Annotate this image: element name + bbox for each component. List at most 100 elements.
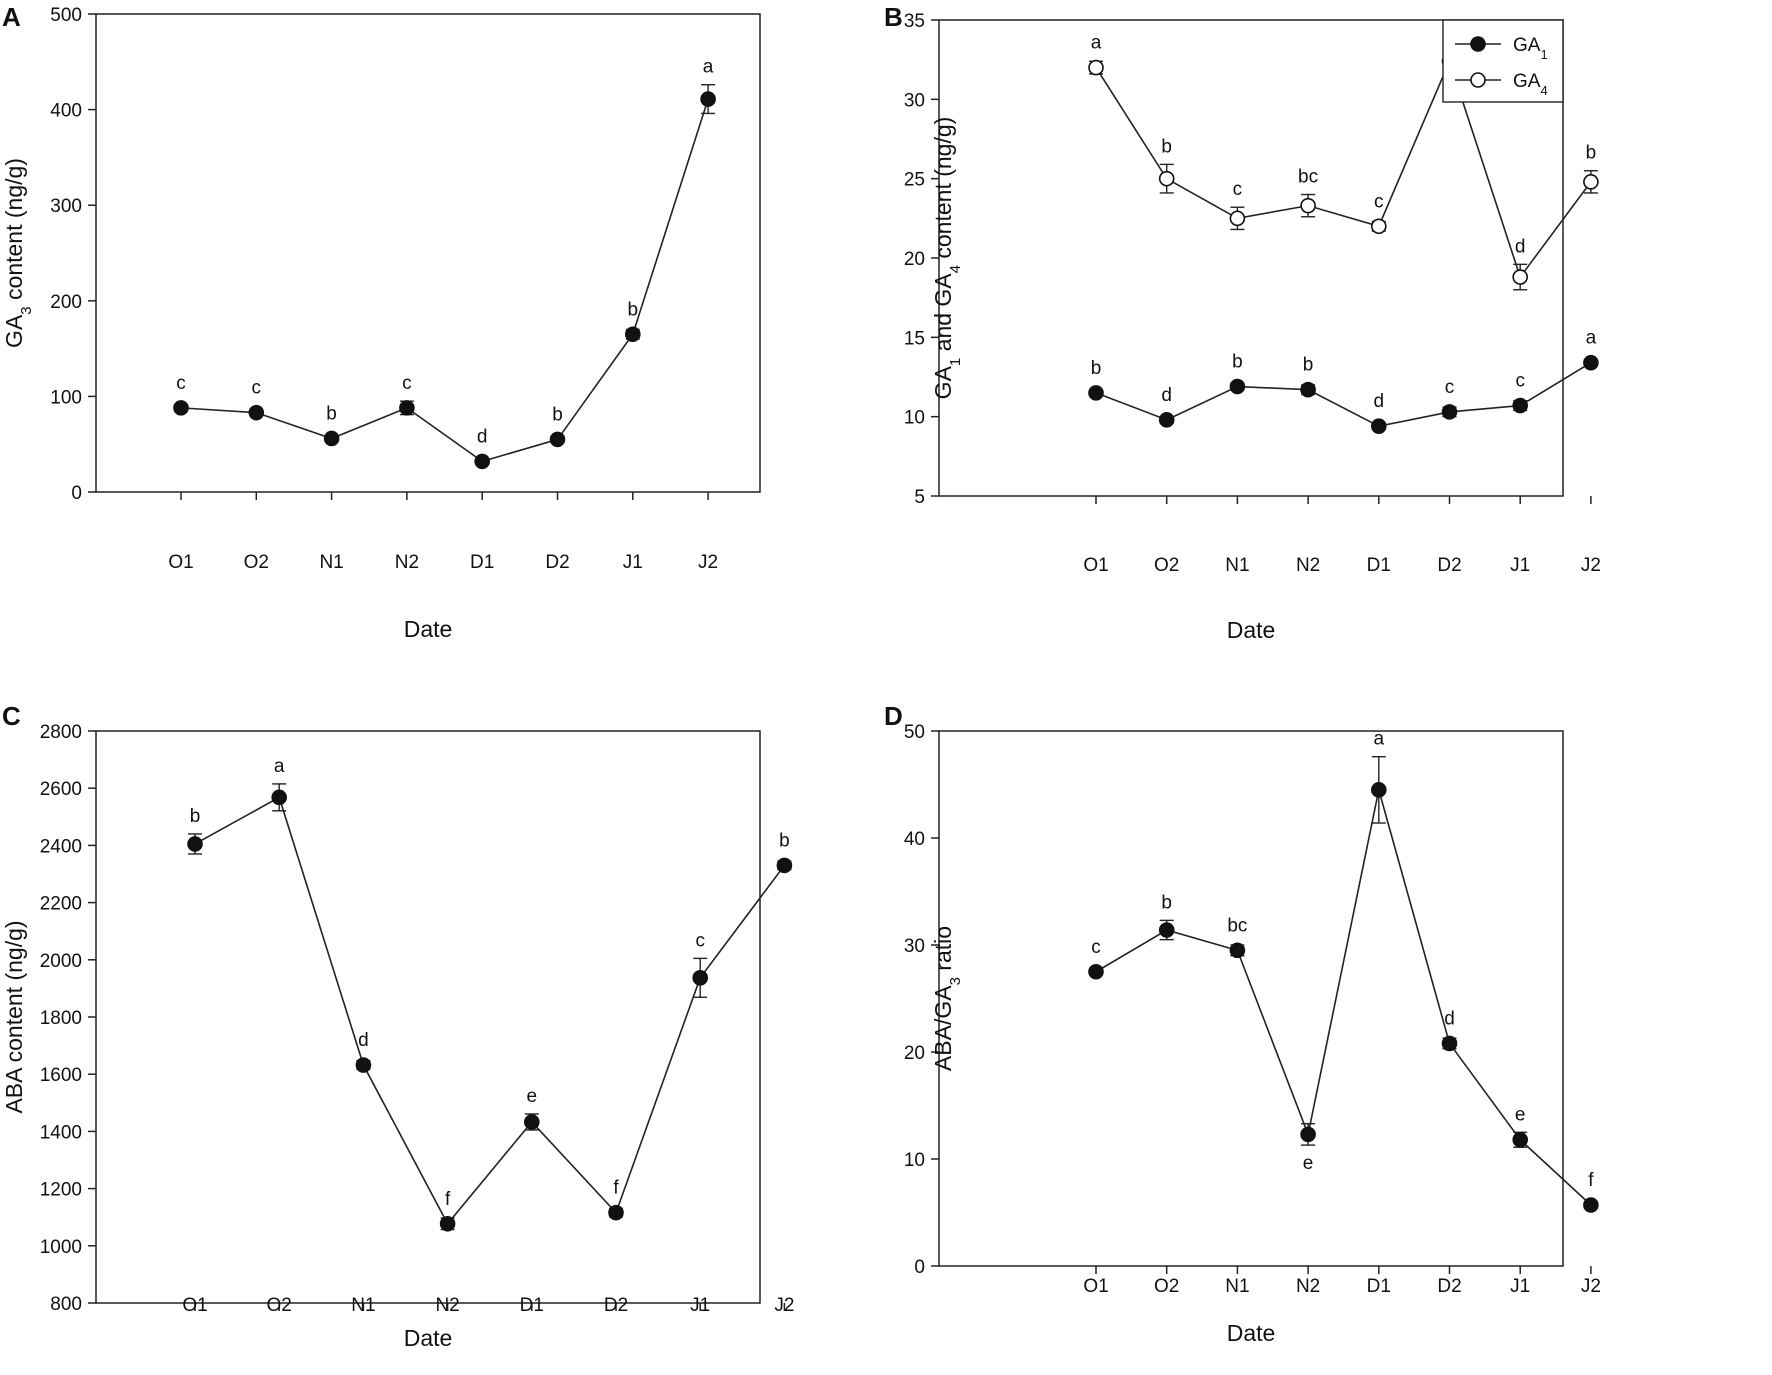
- x-tick-label: O2: [244, 552, 269, 573]
- significance-letter: c: [1374, 191, 1384, 212]
- x-tick-label: J1: [1510, 1276, 1530, 1297]
- significance-letter: bc: [1227, 915, 1247, 936]
- x-tick-label: J2: [1581, 1276, 1601, 1297]
- y-axis-title-part: GA: [930, 365, 956, 399]
- y-axis-title-part: GA: [1, 314, 27, 348]
- data-point: [1512, 269, 1528, 285]
- series-ga3: c c b c d b b a: [173, 57, 716, 470]
- significance-letter: e: [1515, 1104, 1526, 1125]
- x-tick-label: N2: [1296, 1276, 1320, 1297]
- legend-label-part: GA: [1513, 35, 1541, 56]
- significance-letter: bc: [1298, 167, 1318, 188]
- y-axis-title-part: content (ng/g): [1, 158, 27, 306]
- x-tick-label: J1: [690, 1295, 710, 1316]
- y-tick-label: 50: [904, 722, 925, 743]
- x-tick-label: D1: [1367, 1276, 1391, 1297]
- y-tick-label: 500: [50, 5, 82, 26]
- data-point: [1371, 418, 1387, 434]
- significance-letter: d: [477, 426, 488, 447]
- significance-letter: c: [176, 373, 186, 394]
- data-point: [248, 404, 265, 421]
- x-tick-label: J1: [1510, 555, 1530, 576]
- x-tick-label: D1: [520, 1295, 544, 1316]
- series-line: [194, 796, 786, 1226]
- x-tick-label: D1: [470, 552, 494, 573]
- data-point: [624, 326, 641, 343]
- data-point: [1158, 412, 1175, 428]
- legend-box: [1442, 19, 1564, 103]
- panel-d: D 0 10 20 30 40 50 O1 O2 N1 N2 D1 D2 J1 J2 Date ABA/GA3 …: [884, 701, 1601, 1346]
- y-tick-label: 20: [904, 1043, 925, 1064]
- significance-letter: c: [402, 373, 412, 394]
- y-tick-label: 10: [904, 1150, 925, 1171]
- y-axis-title-part: ratio: [930, 926, 956, 977]
- significance-letter: d: [1161, 385, 1172, 406]
- significance-letter: a: [1374, 729, 1385, 750]
- significance-letter: a: [1091, 33, 1102, 54]
- series-line: [1095, 789, 1592, 1206]
- x-tick-label: N1: [1225, 1276, 1249, 1297]
- y-tick-label: 400: [50, 101, 82, 122]
- y-tick-label: 40: [904, 829, 925, 850]
- y-tick-label: 1000: [40, 1237, 82, 1258]
- x-tick-label: D1: [1367, 555, 1391, 576]
- data-point: [1158, 922, 1175, 938]
- y-tick-label: 300: [50, 196, 82, 217]
- y-tick-label: 800: [50, 1294, 82, 1315]
- x-tick-label: J2: [774, 1295, 794, 1316]
- data-point: [1088, 385, 1104, 401]
- x-tick-label: O2: [1154, 1276, 1179, 1297]
- x-tick-label: O2: [1154, 555, 1179, 576]
- data-point: [1158, 170, 1175, 187]
- significance-letter: f: [1588, 1170, 1594, 1191]
- data-point: [608, 1204, 624, 1221]
- x-axis-title: Date: [1227, 617, 1276, 643]
- x-tick-label: O1: [168, 552, 193, 573]
- x-tick-label: N2: [395, 552, 419, 573]
- y-tick-label: 200: [50, 292, 82, 313]
- x-tick-label: N1: [1225, 555, 1249, 576]
- y-tick-label: 2000: [40, 951, 82, 972]
- data-point: [271, 789, 288, 806]
- significance-letter: b: [1303, 355, 1314, 376]
- panel-a: A 0 100 200 300 400 500 O1 O2 N1 N2 D1 D2 J1 J2 Date GA3…: [1, 2, 761, 642]
- data-point: [1300, 1126, 1316, 1143]
- y-axis-title-subscript: 3: [18, 306, 35, 314]
- series-line: [1095, 58, 1592, 279]
- data-point: [355, 1057, 372, 1073]
- data-point: [776, 857, 793, 874]
- significance-letter: d: [358, 1030, 369, 1051]
- x-axis-title: Date: [1227, 1320, 1276, 1346]
- data-point: [549, 431, 566, 448]
- significance-letter: e: [1303, 1153, 1314, 1174]
- x-tick-label: N1: [351, 1295, 375, 1316]
- y-tick-label: 0: [914, 1257, 925, 1278]
- legend-label-subscript: 1: [1540, 47, 1547, 62]
- significance-letter: f: [613, 1178, 619, 1199]
- legend-marker: [1470, 36, 1486, 52]
- y-axis-title-part: content (ng/g): [930, 117, 956, 265]
- significance-letter: b: [190, 806, 201, 827]
- y-tick-label: 15: [904, 328, 925, 349]
- significance-letter: b: [326, 403, 337, 424]
- significance-letter: a: [703, 57, 714, 78]
- data-point: [1371, 782, 1387, 798]
- y-tick-label: 10: [904, 408, 925, 429]
- data-point: [323, 430, 340, 447]
- y-tick-label: 2400: [40, 836, 82, 857]
- y-tick-label: 1400: [40, 1122, 82, 1143]
- y-tick-label: 0: [71, 483, 82, 504]
- data-point: [1088, 59, 1104, 76]
- significance-letter: f: [445, 1189, 451, 1210]
- x-tick-label: O1: [1083, 555, 1108, 576]
- series-aba: b a d f e f c b: [187, 756, 793, 1232]
- panel-letter: A: [2, 2, 21, 32]
- panel-letter: D: [884, 701, 903, 731]
- y-tick-label: 100: [50, 387, 82, 408]
- data-point: [1583, 174, 1599, 190]
- panel-letter: B: [884, 2, 903, 32]
- x-tick-label: D2: [604, 1295, 628, 1316]
- x-tick-label: N1: [319, 552, 343, 573]
- y-tick-label: 1600: [40, 1065, 82, 1086]
